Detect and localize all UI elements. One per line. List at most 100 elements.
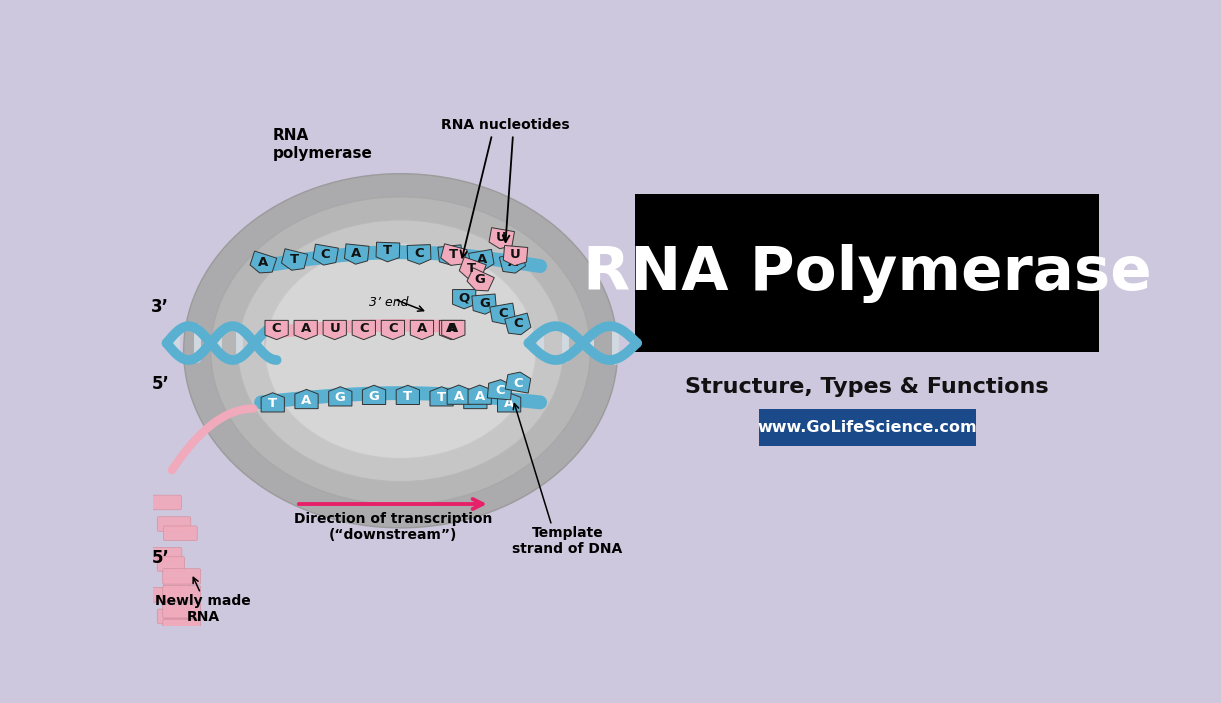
Polygon shape: [499, 252, 525, 273]
Polygon shape: [469, 250, 495, 271]
Text: A: A: [416, 322, 427, 335]
Text: Q: Q: [459, 291, 470, 304]
Polygon shape: [490, 228, 514, 249]
Polygon shape: [487, 380, 512, 400]
Text: A: A: [302, 394, 311, 407]
FancyBboxPatch shape: [151, 495, 181, 510]
Polygon shape: [265, 321, 288, 340]
FancyBboxPatch shape: [162, 569, 200, 584]
Text: A: A: [300, 322, 311, 335]
Text: C: C: [272, 322, 281, 335]
Text: C: C: [446, 247, 455, 261]
Polygon shape: [459, 257, 486, 279]
Polygon shape: [442, 321, 465, 340]
Text: A: A: [454, 389, 464, 403]
Ellipse shape: [183, 174, 618, 528]
Text: C: C: [498, 307, 508, 320]
Text: 3’ end: 3’ end: [369, 296, 409, 309]
Polygon shape: [453, 290, 476, 309]
Text: T: T: [403, 390, 413, 403]
Polygon shape: [396, 385, 420, 404]
Text: 3’: 3’: [151, 298, 170, 316]
Text: T: T: [383, 244, 392, 257]
Text: A: A: [448, 322, 458, 335]
Text: T: T: [468, 262, 476, 275]
FancyBboxPatch shape: [164, 619, 198, 633]
Polygon shape: [261, 393, 284, 412]
Polygon shape: [381, 321, 404, 340]
Text: U: U: [496, 231, 507, 244]
Polygon shape: [468, 385, 491, 404]
FancyBboxPatch shape: [151, 588, 181, 602]
Polygon shape: [324, 321, 347, 340]
FancyBboxPatch shape: [158, 609, 190, 624]
Text: C: C: [320, 247, 330, 261]
Polygon shape: [497, 393, 520, 412]
Polygon shape: [328, 387, 352, 406]
Text: A: A: [446, 322, 457, 335]
FancyBboxPatch shape: [158, 517, 190, 531]
Text: A: A: [476, 253, 487, 266]
Ellipse shape: [211, 197, 591, 505]
Text: A: A: [352, 247, 361, 259]
Text: C: C: [359, 322, 369, 335]
Text: Newly made
RNA: Newly made RNA: [155, 593, 250, 624]
Text: C: C: [388, 322, 398, 335]
Polygon shape: [464, 389, 487, 408]
Text: C: C: [414, 247, 424, 259]
Bar: [758, 409, 976, 446]
Ellipse shape: [238, 220, 563, 482]
Text: A: A: [508, 256, 518, 269]
FancyBboxPatch shape: [162, 586, 200, 601]
FancyBboxPatch shape: [151, 548, 182, 562]
Text: Structure, Types & Functions: Structure, Types & Functions: [685, 377, 1049, 397]
Text: A: A: [258, 256, 267, 269]
Text: Template
strand of DNA: Template strand of DNA: [512, 526, 623, 556]
Text: G: G: [479, 297, 490, 309]
Polygon shape: [313, 244, 338, 265]
Polygon shape: [250, 251, 277, 273]
Text: G: G: [474, 273, 485, 286]
Text: C: C: [514, 317, 524, 330]
Polygon shape: [344, 244, 369, 264]
Polygon shape: [447, 385, 470, 404]
Text: 5’: 5’: [151, 375, 170, 393]
Text: RNA
polymerase: RNA polymerase: [272, 128, 372, 160]
Polygon shape: [505, 372, 531, 393]
Text: T: T: [449, 248, 458, 261]
Polygon shape: [466, 268, 495, 291]
Polygon shape: [441, 244, 468, 265]
Text: T: T: [437, 392, 446, 404]
Polygon shape: [352, 321, 375, 340]
Polygon shape: [440, 321, 463, 340]
Polygon shape: [504, 313, 531, 335]
FancyBboxPatch shape: [162, 602, 200, 618]
Text: A: A: [470, 394, 481, 407]
Polygon shape: [363, 385, 386, 404]
FancyBboxPatch shape: [164, 579, 190, 593]
Polygon shape: [503, 245, 527, 266]
Text: T: T: [289, 253, 298, 266]
Text: 5’: 5’: [151, 549, 170, 567]
Text: A: A: [475, 389, 485, 403]
Polygon shape: [410, 321, 433, 340]
Polygon shape: [294, 321, 317, 340]
Text: www.GoLifeScience.com: www.GoLifeScience.com: [757, 420, 977, 435]
Polygon shape: [471, 294, 497, 314]
Bar: [635, 195, 1100, 352]
Text: C: C: [495, 385, 504, 397]
Text: T: T: [269, 397, 277, 411]
Text: G: G: [335, 392, 346, 404]
Polygon shape: [282, 249, 308, 270]
Text: Direction of transcription
(“downstream”): Direction of transcription (“downstream”…: [294, 512, 492, 542]
Text: C: C: [514, 377, 524, 389]
Text: U: U: [510, 248, 520, 261]
FancyBboxPatch shape: [158, 557, 184, 572]
Polygon shape: [295, 389, 319, 408]
FancyBboxPatch shape: [164, 526, 198, 541]
Polygon shape: [376, 243, 399, 262]
Text: G: G: [369, 390, 380, 403]
Ellipse shape: [265, 243, 536, 458]
Text: A: A: [504, 397, 514, 411]
FancyBboxPatch shape: [162, 619, 200, 635]
